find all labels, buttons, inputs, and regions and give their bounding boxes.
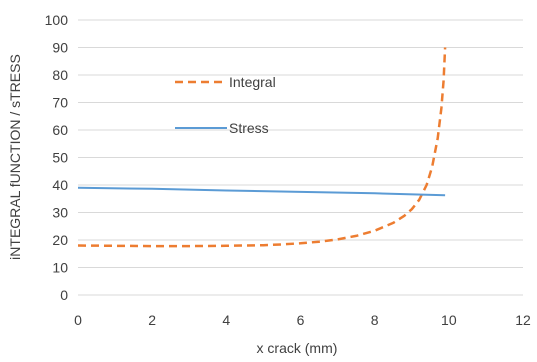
y-tick-label-100: 100: [45, 12, 69, 28]
y-tick-label-60: 60: [52, 122, 68, 138]
y-tick-label-90: 90: [52, 40, 68, 56]
series-line-integral: [77, 47, 447, 248]
y-tick-label-80: 80: [52, 67, 68, 83]
x-tick-label-4: 4: [222, 312, 230, 328]
y-tick-label-20: 20: [52, 232, 68, 248]
y-tick-label-40: 40: [52, 177, 68, 193]
x-tick-label-2: 2: [148, 312, 156, 328]
y-tick-label-10: 10: [52, 260, 68, 276]
y-tick-labels: 0 10 20 30 40 50 60 70 80 90 100: [45, 12, 69, 303]
y-tick-label-30: 30: [52, 205, 68, 221]
legend: Integral Stress: [175, 74, 276, 136]
x-tick-label-8: 8: [371, 312, 379, 328]
grid-lines: [78, 19, 523, 268]
x-tick-label-12: 12: [515, 312, 531, 328]
y-tick-label-0: 0: [60, 287, 68, 303]
x-tick-label-6: 6: [297, 312, 305, 328]
x-tick-labels: 0 2 4 6 8 10 12: [74, 312, 531, 328]
y-tick-label-70: 70: [52, 95, 68, 111]
y-tick-label-50: 50: [52, 150, 68, 166]
y-axis-title: iNTEGRAL fUNCTION / sTRESS: [7, 54, 23, 260]
legend-label-stress: Stress: [229, 120, 269, 136]
legend-label-integral: Integral: [229, 74, 276, 90]
series-line-stress: [77, 186, 446, 197]
x-axis-title: x crack (mm): [257, 340, 338, 356]
x-tick-label-0: 0: [74, 312, 82, 328]
series-lines: [77, 47, 447, 248]
x-tick-label-10: 10: [441, 312, 457, 328]
